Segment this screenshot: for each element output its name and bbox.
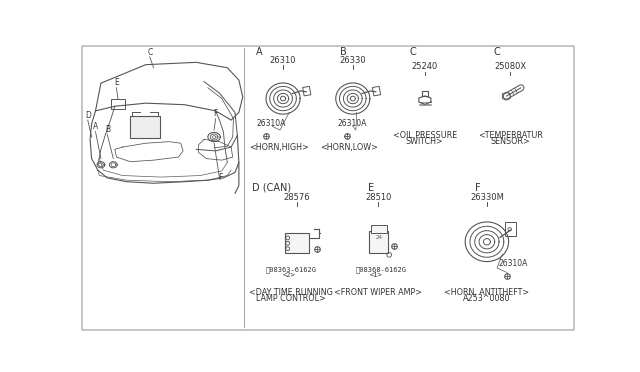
Text: <TEMPERRATUR: <TEMPERRATUR bbox=[477, 131, 543, 140]
Bar bbox=[369, 231, 388, 253]
Text: A253^0080: A253^0080 bbox=[463, 294, 511, 303]
Text: 26310: 26310 bbox=[270, 56, 296, 65]
Text: B: B bbox=[340, 47, 346, 57]
Bar bbox=[285, 233, 309, 253]
Text: 25080X: 25080X bbox=[494, 62, 526, 71]
Text: A: A bbox=[256, 47, 262, 57]
Text: <HORN,HIGH>: <HORN,HIGH> bbox=[250, 143, 309, 152]
Text: A: A bbox=[93, 122, 99, 131]
Bar bbox=[111, 99, 125, 109]
Text: 26310A: 26310A bbox=[257, 119, 286, 128]
Text: 24: 24 bbox=[376, 235, 383, 240]
Text: <HORN, ANTITHEFT>: <HORN, ANTITHEFT> bbox=[444, 288, 529, 297]
Text: C: C bbox=[493, 47, 500, 57]
Text: 26330: 26330 bbox=[339, 56, 366, 65]
Bar bbox=[303, 86, 311, 96]
Text: 25240: 25240 bbox=[412, 62, 438, 71]
Text: B: B bbox=[105, 125, 110, 134]
Text: 26310A: 26310A bbox=[337, 119, 367, 128]
Bar bbox=[131, 116, 160, 138]
Text: LAMP CONTROL>: LAMP CONTROL> bbox=[256, 294, 326, 303]
Bar bbox=[371, 225, 387, 232]
Text: F: F bbox=[476, 183, 481, 193]
Bar bbox=[506, 222, 516, 236]
Text: <1>: <1> bbox=[370, 272, 383, 278]
Text: D: D bbox=[85, 111, 92, 120]
Text: E: E bbox=[114, 78, 119, 87]
Text: D (CAN): D (CAN) bbox=[252, 183, 291, 193]
Text: 26330M: 26330M bbox=[470, 193, 504, 202]
Text: 28576: 28576 bbox=[284, 193, 310, 202]
Text: E: E bbox=[368, 183, 374, 193]
Text: F: F bbox=[219, 173, 223, 182]
Text: Ⓢ08363-6162G: Ⓢ08363-6162G bbox=[266, 266, 317, 273]
Text: F: F bbox=[213, 109, 218, 118]
Text: <OIL PRESSURE: <OIL PRESSURE bbox=[393, 131, 457, 140]
Text: <HORN,LOW>: <HORN,LOW> bbox=[320, 143, 378, 152]
Text: <FRONT WIPER AMP>: <FRONT WIPER AMP> bbox=[334, 288, 422, 297]
Text: 28510: 28510 bbox=[365, 193, 392, 202]
Text: <2>: <2> bbox=[283, 272, 296, 278]
Bar bbox=[372, 86, 381, 96]
Text: C: C bbox=[147, 48, 153, 57]
Text: C: C bbox=[410, 47, 416, 57]
Text: <DAY TIME RUNNING: <DAY TIME RUNNING bbox=[249, 288, 333, 297]
Text: SWITCH>: SWITCH> bbox=[406, 137, 444, 146]
Text: Ⓢ08368-6162G: Ⓢ08368-6162G bbox=[356, 266, 407, 273]
Text: SENSOR>: SENSOR> bbox=[490, 137, 530, 146]
Text: 26310A: 26310A bbox=[499, 259, 528, 269]
